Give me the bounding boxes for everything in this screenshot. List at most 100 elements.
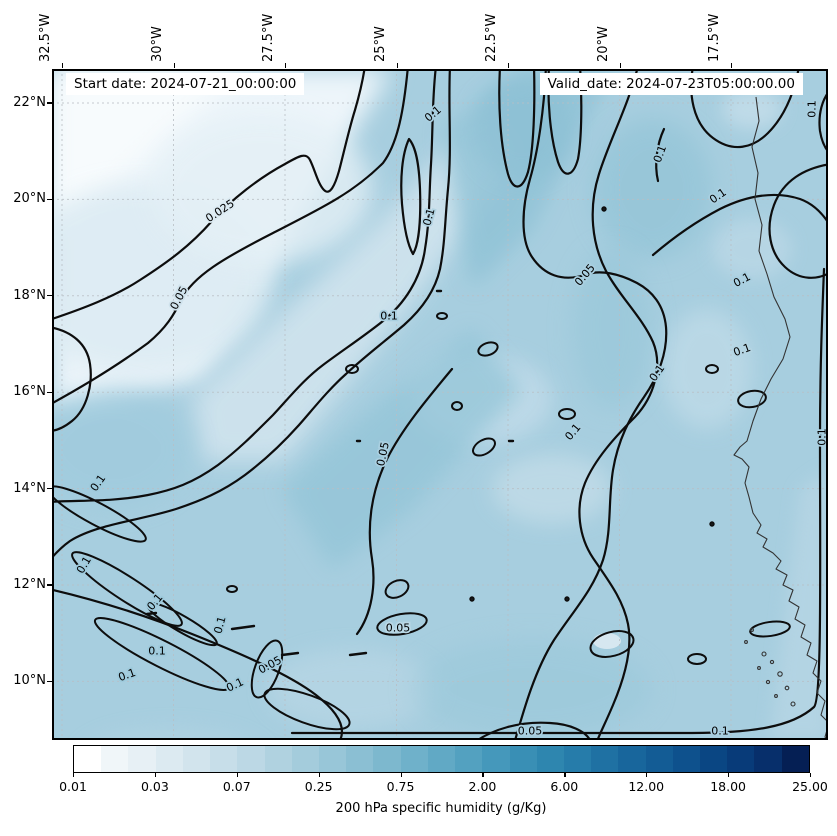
lon-tick-label: 20°W — [595, 26, 611, 62]
contour-path-0.025 — [52, 69, 366, 321]
colorbar-segment — [700, 746, 728, 772]
contour-path-0.1-central-b — [52, 69, 451, 560]
colorbar-tick-mark — [728, 773, 730, 777]
colorbar-tick-mark — [810, 773, 812, 777]
colorbar-segment — [427, 746, 456, 772]
lat-tick-mark — [47, 584, 52, 586]
contour-finger — [498, 69, 536, 188]
colorbar-tick-mark — [236, 773, 238, 777]
contour-path-ne-blob — [768, 163, 828, 279]
valid-date-box: Valid_date: 2024-07-23T05:00:00.00 — [539, 73, 803, 95]
contour-path-0.05-west — [52, 69, 409, 405]
map-canvas: 0.0250.050.10.10.10.050.10.10.10.10.10.1… — [52, 69, 828, 740]
lon-tick-mark — [285, 63, 287, 68]
lon-tick-mark — [396, 63, 398, 68]
contour-lines-layer — [52, 69, 828, 740]
lon-tick-mark — [508, 63, 510, 68]
contour-path-ne-corner — [690, 69, 800, 149]
contour-path-bottom-right — [290, 267, 826, 735]
contour-label: 0.1 — [148, 645, 166, 658]
colorbar-segment — [155, 746, 183, 772]
contour-label-line — [655, 127, 666, 183]
colorbar-tick-mark — [318, 773, 320, 777]
contour-dashes — [145, 206, 715, 657]
colorbar-tick-mark — [646, 773, 648, 777]
colorbar-segment — [237, 746, 265, 772]
map-border — [52, 69, 828, 740]
colorbar-segment — [536, 746, 564, 772]
contour-label: 0.05 — [518, 725, 543, 738]
colorbar-segment — [591, 746, 619, 772]
colorbar-segment — [318, 746, 347, 772]
colorbar-segment — [373, 746, 401, 772]
colorbar-tick-label: 6.00 — [550, 779, 579, 794]
colorbar-segment — [182, 746, 211, 772]
lon-tick-label: 25°W — [372, 26, 388, 62]
lat-tick-mark — [47, 102, 52, 104]
colorbar-tick-label: 0.07 — [222, 779, 251, 794]
colorbar-segment — [672, 746, 701, 772]
colorbar-tick-label: 0.01 — [59, 779, 87, 794]
colorbar-segment — [291, 746, 319, 772]
lat-tick-label: 12°N — [13, 577, 46, 592]
lat-tick-mark — [47, 295, 52, 297]
lat-tick-mark — [47, 680, 52, 682]
lon-tick-label: 32.5°W — [38, 13, 53, 62]
colorbar-tick-label: 0.03 — [140, 779, 169, 794]
contour-finger — [547, 69, 583, 175]
colorbar-tick-label: 12.00 — [628, 779, 665, 794]
contour-path-0.1-central — [52, 69, 437, 503]
colorbar-segment — [727, 746, 755, 772]
colorbar-segment — [781, 746, 809, 772]
colorbar-title: 200 hPa specific humidity (g/Kg) — [335, 801, 547, 816]
contour-loop — [400, 137, 422, 256]
lon-tick-label: 22.5°W — [484, 13, 499, 62]
colorbar-tick-label: 0.25 — [304, 779, 333, 794]
lat-tick-label: 10°N — [13, 673, 46, 689]
colorbar-segment — [754, 746, 782, 772]
lon-tick-label: 27.5°W — [261, 13, 276, 62]
colorbar-tick-label: 18.00 — [710, 779, 746, 794]
colorbar-tick-mark — [400, 773, 402, 777]
colorbar-segment — [264, 746, 292, 772]
lat-tick-mark — [47, 198, 52, 200]
humidity-shading-layer — [52, 69, 828, 740]
colorbar-tick-label: 25.00 — [792, 779, 828, 794]
colorbar-segment — [400, 746, 428, 772]
colorbar-segment — [509, 746, 537, 772]
colorbar-segment — [74, 746, 102, 772]
lat-tick-label: 18°N — [13, 287, 46, 303]
colorbar-tick-mark — [564, 773, 566, 777]
start-date-box: Start date: 2024-07-21_00:00:00 — [66, 73, 305, 95]
lat-tick-mark — [47, 391, 52, 393]
contour-path-0.05-sw — [52, 588, 343, 740]
map-plot-area: 0.025 0.05 0.1 0.1 0.1 0.05 0.1 0.1 0.1 0.1 0.1 0.1… — [52, 69, 828, 740]
lat-tick-label: 14°N — [13, 480, 46, 496]
lat-tick-label: 22°N — [13, 95, 46, 110]
colorbar-segment — [101, 746, 129, 772]
colorbar-tick-label: 2.00 — [468, 779, 497, 794]
lat-tick-mark — [47, 488, 52, 490]
contour-label: 0.1 — [816, 428, 829, 446]
lon-tick-label: 30°W — [149, 26, 165, 62]
contour-path-0.05-bottom — [475, 721, 592, 740]
contour-path-0.05-mid — [355, 367, 454, 636]
colorbar-tick-label: 0.75 — [386, 779, 415, 794]
contour-label: 0.05 — [386, 622, 411, 635]
colorbar-tick-mark — [73, 773, 75, 777]
lat-tick-label: 16°N — [13, 384, 46, 400]
lon-tick-label: 17.5°W — [707, 13, 722, 62]
colorbar — [73, 745, 810, 773]
colorbar-segment — [618, 746, 646, 772]
lon-tick-mark — [62, 63, 64, 68]
lon-tick-mark — [619, 63, 621, 68]
colorbar-segment — [210, 746, 238, 772]
colorbar-segment — [645, 746, 673, 772]
contour-label: 0.1 — [806, 100, 819, 118]
contour-path-0.05-central — [514, 69, 668, 740]
coastline — [733, 96, 828, 740]
lon-tick-mark — [173, 63, 175, 68]
contour-path-ne-arc — [651, 193, 828, 257]
colorbar-segment — [482, 746, 510, 772]
